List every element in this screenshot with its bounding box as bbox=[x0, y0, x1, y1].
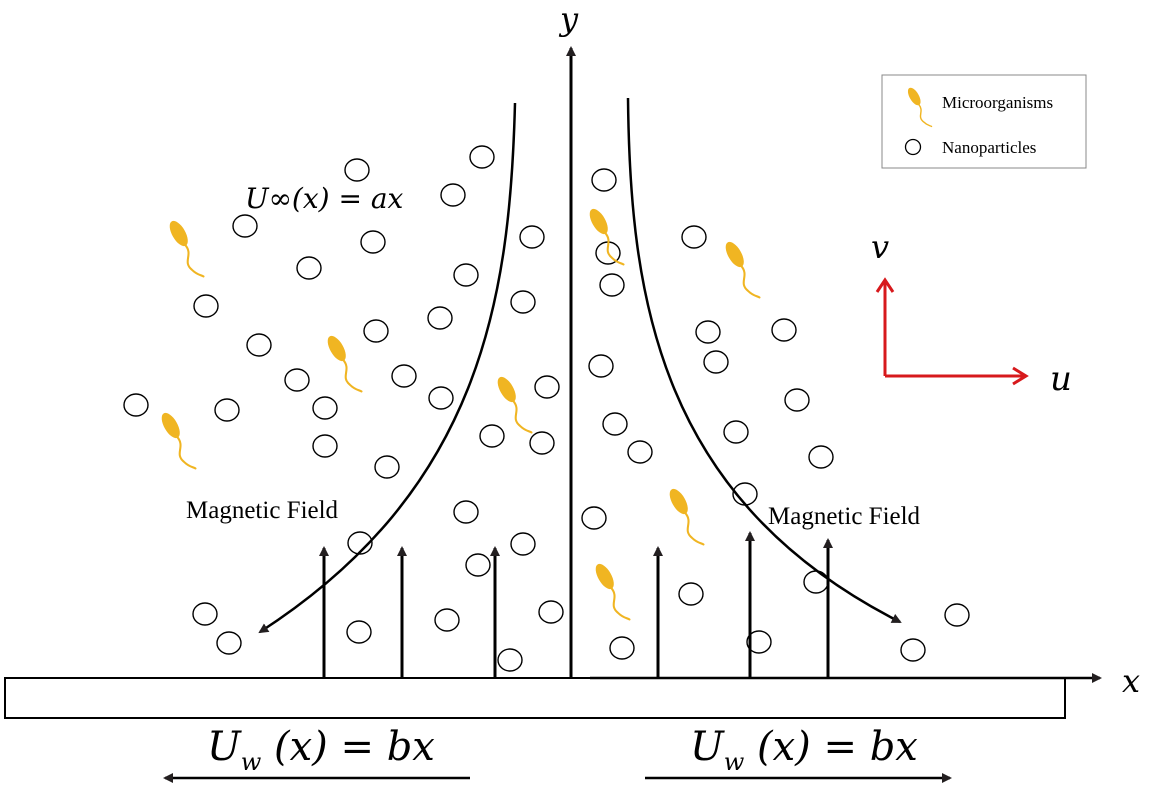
nanoparticle bbox=[346, 620, 372, 644]
nanoparticle bbox=[519, 225, 545, 249]
nanoparticle bbox=[808, 445, 834, 469]
nanoparticle bbox=[581, 506, 607, 530]
nanoparticles-group bbox=[123, 145, 970, 672]
nanoparticle bbox=[216, 631, 242, 655]
u-arrow-head bbox=[1012, 366, 1029, 386]
wall-velocity-right-rest: (x) = bx bbox=[744, 724, 918, 770]
nanoparticle bbox=[363, 319, 389, 343]
y-axis-label: y bbox=[558, 0, 579, 38]
nanoparticle bbox=[681, 225, 707, 249]
wall-velocity-label-right: Uw (x) = bx bbox=[690, 724, 918, 776]
legend-microorganisms-label: Microorganisms bbox=[942, 93, 1053, 112]
wall-velocity-right-main: U bbox=[690, 724, 725, 770]
nanoparticle bbox=[312, 434, 338, 458]
magnetic-field-label-left: Magnetic Field bbox=[186, 497, 339, 524]
nanoparticle bbox=[440, 183, 466, 207]
nanoparticle bbox=[123, 393, 149, 417]
nanoparticle bbox=[497, 648, 523, 672]
nanoparticle bbox=[214, 398, 240, 422]
free-stream-velocity-label: U∞(x) = ax bbox=[245, 182, 404, 215]
stretching-sheet bbox=[4, 677, 1066, 719]
nanoparticle bbox=[627, 440, 653, 464]
nanoparticle bbox=[723, 420, 749, 444]
legend-nanoparticles-label: Nanoparticles bbox=[942, 138, 1036, 157]
microorganism bbox=[720, 238, 761, 299]
nanoparticle bbox=[427, 306, 453, 330]
nanoparticle bbox=[344, 158, 370, 182]
nanoparticle bbox=[803, 570, 829, 594]
nanoparticle bbox=[746, 630, 772, 654]
streamline-right bbox=[626, 97, 902, 624]
nanoparticle bbox=[453, 263, 479, 287]
nanoparticle bbox=[678, 582, 704, 606]
nanoparticle bbox=[193, 294, 219, 318]
wall-velocity-left-rest: (x) = bx bbox=[261, 724, 435, 770]
magnetic-field-label-right: Magnetic Field bbox=[768, 503, 921, 530]
nanoparticle bbox=[296, 256, 322, 280]
nanoparticle bbox=[465, 553, 491, 577]
nanoparticle bbox=[312, 396, 338, 420]
legend-box bbox=[881, 74, 1087, 169]
nanoparticle bbox=[391, 364, 417, 388]
nanoparticle bbox=[944, 603, 970, 627]
nanoparticle bbox=[453, 500, 479, 524]
magnetic-field-arrows bbox=[319, 531, 833, 678]
nanoparticle bbox=[347, 531, 373, 555]
microorganism bbox=[492, 373, 533, 434]
wall-velocity-right-sub: w bbox=[724, 748, 745, 776]
nanoparticle bbox=[428, 386, 454, 410]
nanoparticle bbox=[284, 368, 310, 392]
wall-velocity-label-left: Uw (x) = bx bbox=[207, 724, 435, 776]
nanoparticle bbox=[538, 600, 564, 624]
nanoparticle bbox=[599, 273, 625, 297]
nanoparticle bbox=[529, 431, 555, 455]
nanoparticle bbox=[510, 532, 536, 556]
nanoparticle bbox=[192, 602, 218, 626]
microorganism bbox=[164, 217, 205, 278]
nanoparticle bbox=[695, 320, 721, 344]
nanoparticle bbox=[479, 424, 505, 448]
nanoparticle bbox=[602, 412, 628, 436]
velocity-components bbox=[875, 277, 1029, 386]
nanoparticle bbox=[771, 318, 797, 342]
nanoparticle bbox=[703, 350, 729, 374]
nanoparticle bbox=[246, 333, 272, 357]
nanoparticle bbox=[784, 388, 810, 412]
nanoparticle bbox=[434, 608, 460, 632]
nanoparticle bbox=[510, 290, 536, 314]
v-arrow-head bbox=[875, 277, 895, 293]
u-component-label: u bbox=[1050, 359, 1072, 399]
microorganism bbox=[664, 485, 705, 546]
wall-velocity-left-main: U bbox=[207, 724, 242, 770]
nanoparticle bbox=[374, 455, 400, 479]
nanoparticle bbox=[360, 230, 386, 254]
streamline-left bbox=[258, 102, 517, 634]
microorganism bbox=[590, 560, 631, 621]
legend: Microorganisms Nanoparticles bbox=[881, 74, 1087, 169]
microorganism bbox=[156, 409, 197, 470]
nanoparticle bbox=[588, 354, 614, 378]
nanoparticle bbox=[591, 168, 617, 192]
nanoparticle bbox=[469, 145, 495, 169]
nanoparticle-icon bbox=[904, 138, 922, 156]
nanoparticle bbox=[609, 636, 635, 660]
wall-velocity-left-sub: w bbox=[241, 748, 262, 776]
microorganism bbox=[322, 332, 363, 393]
v-component-label: v bbox=[871, 228, 889, 266]
nanoparticle bbox=[232, 214, 258, 238]
x-axis-label: x bbox=[1122, 662, 1140, 700]
nanoparticle bbox=[900, 638, 926, 662]
nanoparticle bbox=[534, 375, 560, 399]
